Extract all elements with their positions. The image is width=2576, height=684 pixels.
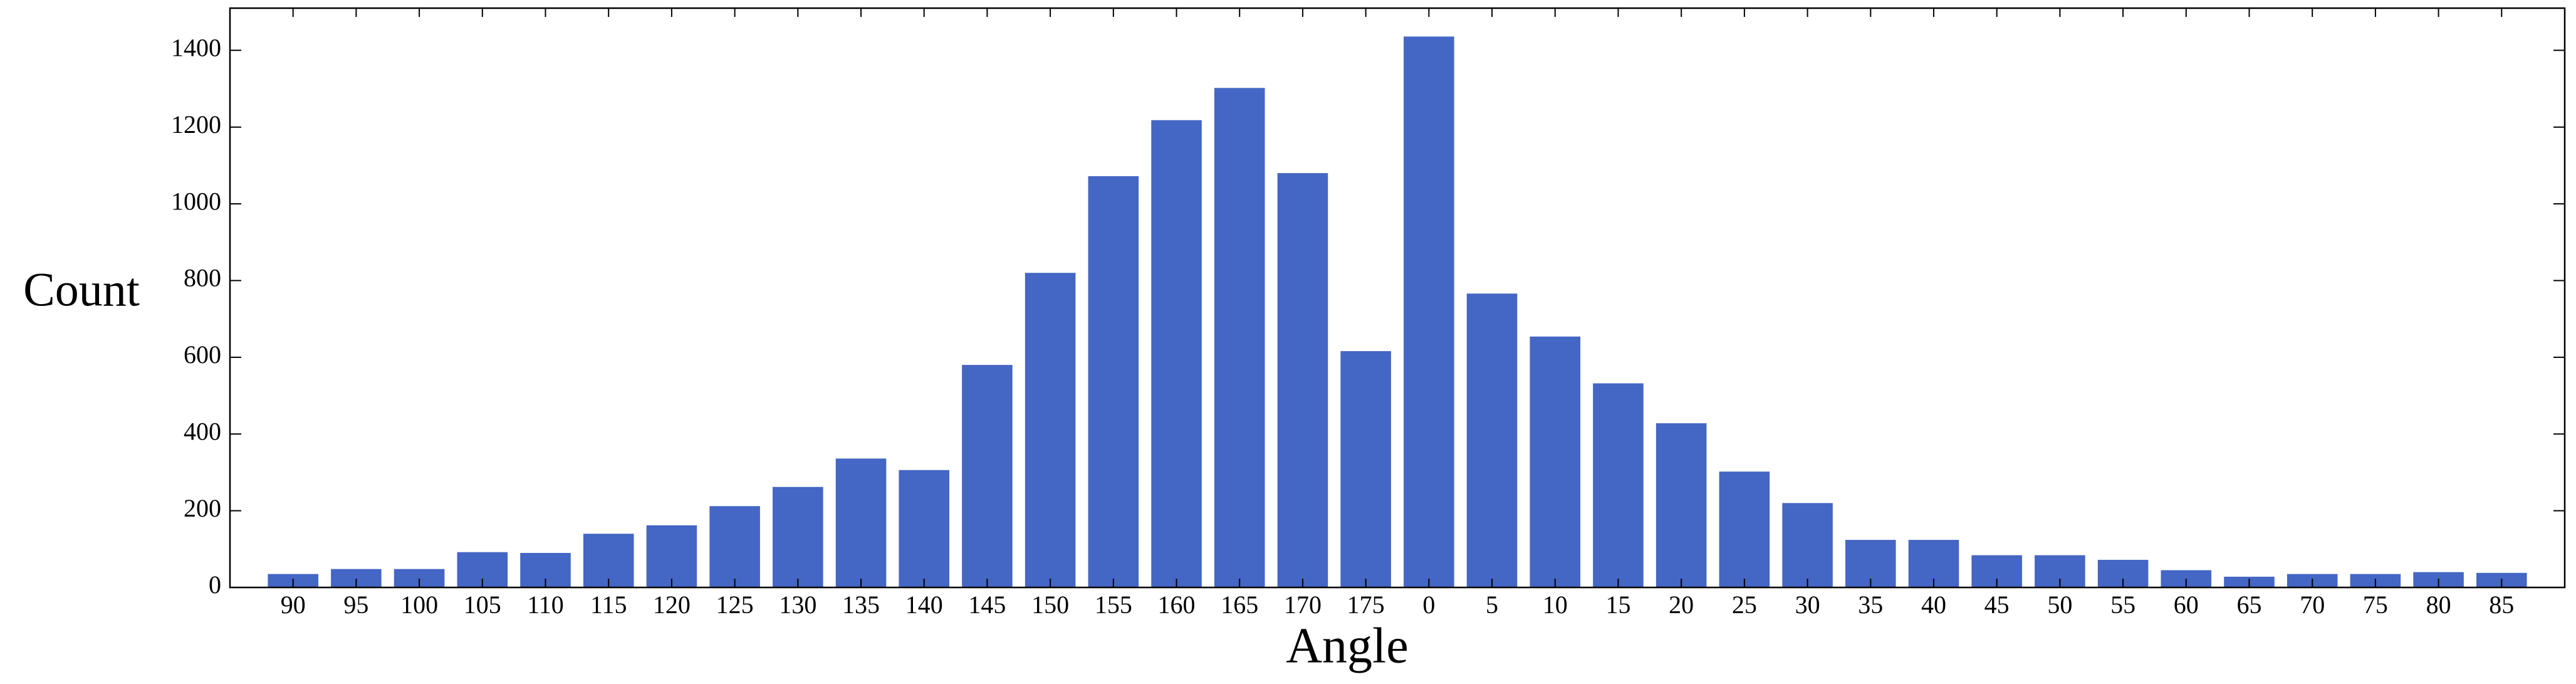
x-tick-label: 160 [1158,591,1196,619]
x-tick-label: 145 [968,591,1006,619]
x-tick-label: 40 [1921,591,1946,619]
x-tick-label: 10 [1543,591,1568,619]
bar [1151,120,1202,588]
x-tick-label: 155 [1095,591,1132,619]
bar [773,487,823,587]
x-tick-label: 135 [842,591,880,619]
bar [1530,336,1581,587]
y-tick-label: 800 [184,264,221,292]
x-tick-label: 90 [281,591,306,619]
x-tick-label: 60 [2174,591,2199,619]
x-tick-label: 20 [1669,591,1694,619]
x-tick-label: 120 [653,591,691,619]
bar [1593,383,1644,587]
x-tick-label: 165 [1221,591,1258,619]
bar [1782,503,1833,587]
x-tick-label: 65 [2236,591,2261,619]
x-tick-label: 115 [590,591,627,619]
x-tick-label: 85 [2489,591,2514,619]
plot-frame [229,7,2566,589]
bar [1088,176,1139,587]
x-tick-label: 35 [1858,591,1883,619]
bar [1719,471,1770,587]
bar [1656,423,1707,587]
x-tick-label: 50 [2047,591,2072,619]
x-tick-label: 125 [716,591,754,619]
x-tick-label: 80 [2426,591,2451,619]
x-tick-label: 30 [1795,591,1820,619]
x-tick-label: 140 [905,591,943,619]
bar [709,506,760,587]
bar [835,458,887,587]
x-tick-label: 100 [400,591,438,619]
x-tick-label: 75 [2363,591,2388,619]
x-tick-label: 175 [1347,591,1385,619]
x-tick-label: 95 [343,591,368,619]
bar [1277,173,1328,587]
y-tick-label: 0 [209,571,221,599]
x-tick-label: 130 [779,591,816,619]
bar [1025,273,1076,587]
x-tick-label: 5 [1486,591,1498,619]
x-tick-label: 70 [2300,591,2325,619]
x-tick-label: 150 [1031,591,1069,619]
y-tick-label: 1000 [171,187,221,215]
x-tick-label: 45 [1984,591,2010,619]
x-tick-label: 110 [527,591,564,619]
x-tick-label: 55 [2110,591,2135,619]
x-tick-label: 15 [1605,591,1630,619]
bar [1466,293,1518,587]
x-axis-label: Angle [1286,618,1409,673]
y-tick-label: 400 [184,417,221,445]
bar [899,470,950,587]
y-tick-label: 200 [184,494,221,522]
y-axis-label: Count [23,263,140,316]
x-tick-label: 170 [1284,591,1322,619]
x-tick-label: 105 [464,591,501,619]
y-tick-label: 600 [184,340,221,369]
bar [1404,36,1454,588]
y-tick-label: 1200 [171,110,221,139]
y-tick-label: 1400 [171,33,221,61]
bar [1214,88,1265,587]
bar [646,525,697,587]
bar [1340,351,1391,587]
bar [583,534,634,587]
x-tick-label: 25 [1732,591,1757,619]
bar [962,365,1013,587]
x-tick-label: 0 [1422,591,1435,619]
